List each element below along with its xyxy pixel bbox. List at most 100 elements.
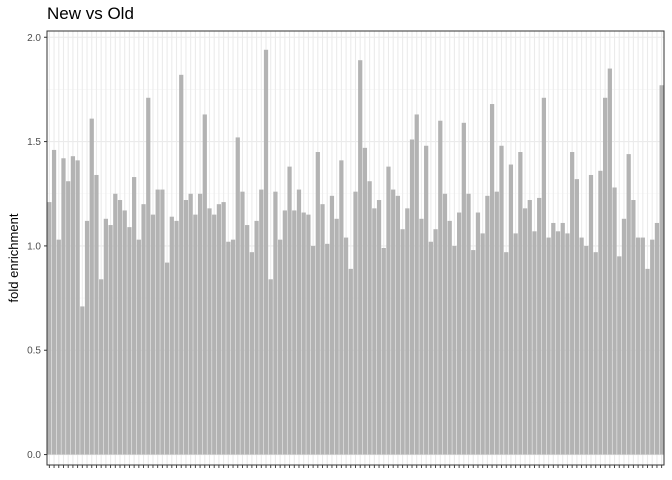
bar (570, 152, 575, 455)
bar (348, 268, 353, 455)
bar (325, 243, 330, 455)
bar (174, 220, 179, 455)
bar (442, 193, 448, 455)
bar (386, 166, 391, 455)
bar (433, 229, 438, 455)
bar (221, 202, 226, 455)
bar (254, 220, 259, 455)
bar (282, 210, 287, 455)
bar (504, 252, 509, 455)
bar (80, 306, 85, 455)
bar (51, 149, 57, 455)
y-tick-label: 0.5 (27, 346, 41, 357)
bar (645, 268, 650, 455)
bar (508, 164, 514, 455)
bar (353, 191, 358, 455)
bar (428, 241, 433, 455)
bar (631, 200, 636, 455)
chart-title: New vs Old (47, 4, 134, 23)
bar (588, 174, 594, 455)
bar (188, 193, 193, 455)
bar (617, 256, 622, 455)
bar (499, 145, 504, 455)
bar (518, 152, 523, 455)
bar (66, 181, 71, 455)
bar (381, 248, 386, 455)
bar (640, 237, 645, 455)
bar (527, 200, 532, 455)
bar (494, 191, 499, 455)
bar (654, 222, 660, 455)
bar (89, 118, 94, 455)
bar (117, 200, 123, 455)
bar (419, 218, 424, 455)
bar (480, 233, 485, 455)
bar (475, 212, 481, 455)
bar (546, 237, 551, 455)
bar (273, 191, 278, 455)
bar (216, 204, 222, 455)
y-tick-label: 1.0 (27, 241, 41, 252)
y-tick-label: 0.0 (27, 450, 41, 461)
bar (146, 97, 151, 455)
bar (574, 179, 579, 455)
bar (169, 216, 174, 455)
bar (306, 214, 311, 455)
bar (424, 145, 429, 455)
bars (47, 49, 664, 455)
bar (471, 250, 476, 455)
bar (395, 195, 401, 455)
bar (343, 237, 349, 455)
bar (405, 208, 410, 455)
bar (485, 195, 490, 455)
bar (607, 68, 612, 455)
bar (245, 225, 250, 455)
bar (621, 218, 627, 455)
bar (259, 189, 264, 455)
bar (541, 97, 547, 455)
bar (362, 147, 368, 455)
bar (452, 245, 457, 455)
bar (70, 156, 76, 455)
bar (367, 181, 372, 455)
bar (612, 187, 617, 455)
bar (310, 245, 316, 455)
bar (132, 177, 137, 455)
bar (103, 218, 108, 455)
bar (400, 229, 405, 455)
bar (489, 104, 495, 455)
bar (150, 214, 156, 455)
bar (626, 154, 631, 455)
bar (555, 231, 561, 455)
bar (240, 191, 245, 455)
bar (301, 212, 306, 455)
bar (197, 193, 203, 455)
bar (127, 227, 132, 455)
bar (235, 137, 240, 455)
bar (409, 139, 415, 455)
bar (296, 189, 302, 455)
bar (447, 220, 452, 455)
bar (551, 222, 556, 455)
bar (108, 225, 113, 455)
bar (466, 193, 471, 455)
bar (584, 245, 589, 455)
bar (598, 170, 603, 455)
bar (263, 49, 269, 455)
bar (560, 222, 565, 455)
bar (414, 114, 419, 455)
bar (334, 218, 339, 455)
bar (659, 85, 664, 455)
bar (593, 252, 598, 455)
bar (292, 210, 297, 455)
y-tick-label: 1.5 (27, 137, 41, 148)
bar (537, 197, 542, 455)
bar (75, 160, 80, 455)
bar (268, 279, 273, 455)
bar (249, 252, 255, 455)
bar (376, 200, 382, 455)
bar (113, 193, 118, 455)
bar (212, 214, 217, 455)
bar (160, 189, 165, 455)
